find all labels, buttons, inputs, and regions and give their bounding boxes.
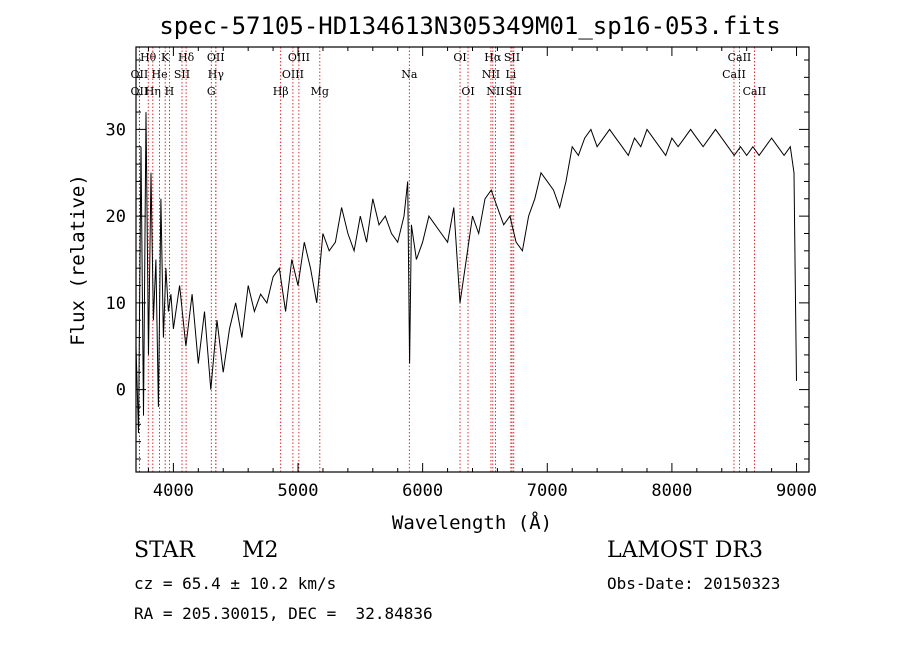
x-tick-label-1: 5000 — [278, 481, 319, 501]
spectrum-line-0 — [135, 112, 797, 434]
marker-label-15: NII — [482, 68, 500, 81]
marker-label-7: SII — [504, 51, 520, 64]
marker-label-18: OII — [131, 85, 149, 98]
marker-label-27: CaII — [743, 85, 767, 98]
plot-frame — [135, 46, 810, 473]
marker-label-16: Li — [505, 68, 516, 81]
sky-coordinates: RA = 205.30015, DEC = 32.84836 — [134, 604, 433, 623]
marker-label-9: OII — [131, 68, 149, 81]
marker-label-6: Hα — [484, 51, 502, 64]
x-tick-label-4: 8000 — [651, 481, 692, 501]
redshift-velocity: cz = 65.4 ± 10.2 km/s — [134, 574, 337, 593]
x-tick-label-3: 7000 — [527, 481, 568, 501]
marker-label-25: NII — [486, 85, 504, 98]
marker-label-5: OI — [453, 51, 466, 64]
y-tick-label-0: 0 — [116, 381, 126, 401]
marker-label-14: Na — [401, 68, 418, 81]
marker-label-4: OIII — [288, 51, 310, 64]
marker-label-24: OI — [461, 85, 474, 98]
marker-label-0: Hθ — [140, 51, 157, 64]
marker-label-23: Mg — [311, 85, 329, 98]
y-tick-label-3: 30 — [106, 120, 126, 140]
marker-label-11: SII — [174, 68, 190, 81]
marker-label-1: K — [161, 51, 170, 64]
x-tick-label-5: 9000 — [776, 481, 817, 501]
axis-ticks: 4000 5000 6000 7000 8000 9000 0 10 20 30 — [106, 47, 817, 501]
y-axis-label: Flux (relative) — [67, 174, 89, 346]
x-tick-label-2: 6000 — [402, 481, 443, 501]
survey-name: LAMOST DR3 — [607, 538, 763, 563]
x-axis-label: Wavelength (Å) — [392, 511, 552, 534]
marker-label-2: Hδ — [178, 51, 195, 64]
y-tick-label-1: 10 — [106, 294, 126, 314]
marker-label-26: SII — [506, 85, 522, 98]
chart-title: spec-57105-HD134613N305349M01_sp16-053.f… — [159, 12, 780, 40]
x-tick-label-0: 4000 — [153, 481, 194, 501]
observation-date: Obs-Date: 20150323 — [607, 574, 781, 593]
marker-label-19: Hη — [145, 85, 161, 98]
marker-label-22: Hβ — [273, 85, 289, 98]
marker-label-8: CaII — [728, 51, 752, 64]
object-class: STAR — [134, 538, 195, 563]
marker-label-17: CaII — [722, 68, 746, 81]
marker-label-13: OIII — [282, 68, 304, 81]
spectrum-series — [135, 112, 797, 434]
marker-label-21: G — [207, 85, 216, 98]
marker-label-20: H — [165, 85, 175, 98]
marker-label-12: Hγ — [208, 68, 225, 81]
y-tick-label-2: 20 — [106, 207, 126, 227]
marker-label-10: He — [152, 68, 168, 81]
object-subclass: M2 — [242, 538, 279, 563]
